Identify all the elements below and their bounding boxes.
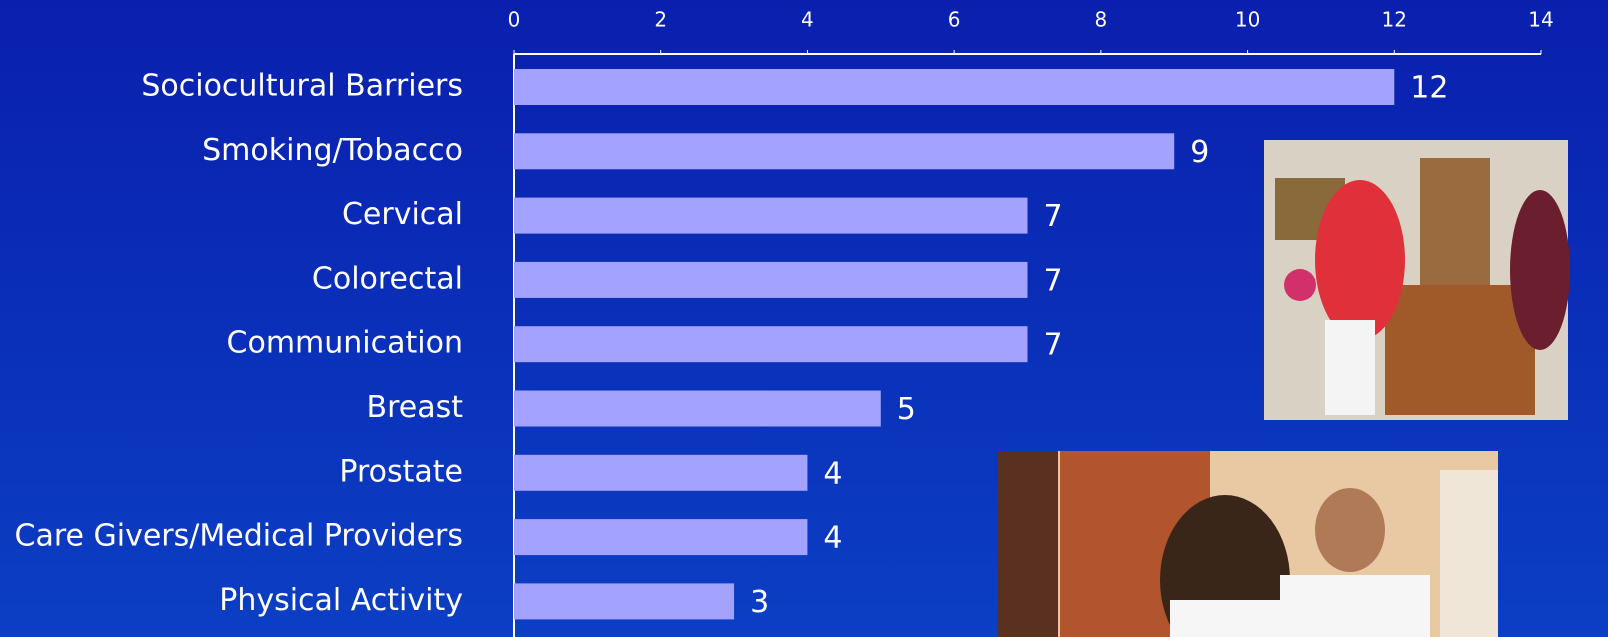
- y-tick-label: Smoking/Tobacco: [202, 133, 463, 168]
- x-tick-label: 2: [654, 8, 667, 32]
- y-tick-label: Cervical: [342, 197, 463, 232]
- x-tick-label: 0: [508, 8, 521, 32]
- y-tick-label: Physical Activity: [219, 583, 463, 618]
- x-tick-label: 14: [1528, 8, 1553, 32]
- value-label: 4: [823, 456, 842, 491]
- bar: [514, 69, 1395, 105]
- y-tick-label: Sociocultural Barriers: [141, 69, 463, 104]
- y-tick-label: Breast: [367, 390, 464, 425]
- bar: [514, 261, 1028, 298]
- value-label: 5: [897, 392, 916, 427]
- y-tick-label: Colorectal: [312, 261, 463, 296]
- bar: [514, 326, 1028, 363]
- value-label: 9: [1190, 135, 1209, 170]
- value-label: 4: [823, 521, 842, 556]
- value-label: 12: [1410, 71, 1448, 106]
- value-label: 3: [750, 585, 769, 620]
- bar: [514, 454, 808, 491]
- x-tick-label: 6: [948, 8, 961, 32]
- bar: [514, 197, 1028, 234]
- value-label: 7: [1044, 263, 1063, 298]
- x-tick-label: 12: [1382, 8, 1407, 32]
- bar: [514, 583, 735, 620]
- x-tick-label: 10: [1235, 8, 1260, 32]
- x-tick-label: 8: [1094, 8, 1107, 32]
- y-tick-label: Care Givers/Medical Providers: [15, 519, 463, 554]
- bar: [514, 133, 1175, 170]
- bar: [514, 390, 881, 427]
- photo-1: [1264, 140, 1570, 420]
- photo-2: [998, 451, 1498, 637]
- x-tick-label: 4: [801, 8, 814, 32]
- bar: [514, 519, 808, 556]
- y-tick-label: Communication: [227, 326, 463, 361]
- y-tick-label: Prostate: [339, 454, 463, 489]
- value-label: 7: [1044, 199, 1063, 234]
- value-label: 7: [1044, 328, 1063, 363]
